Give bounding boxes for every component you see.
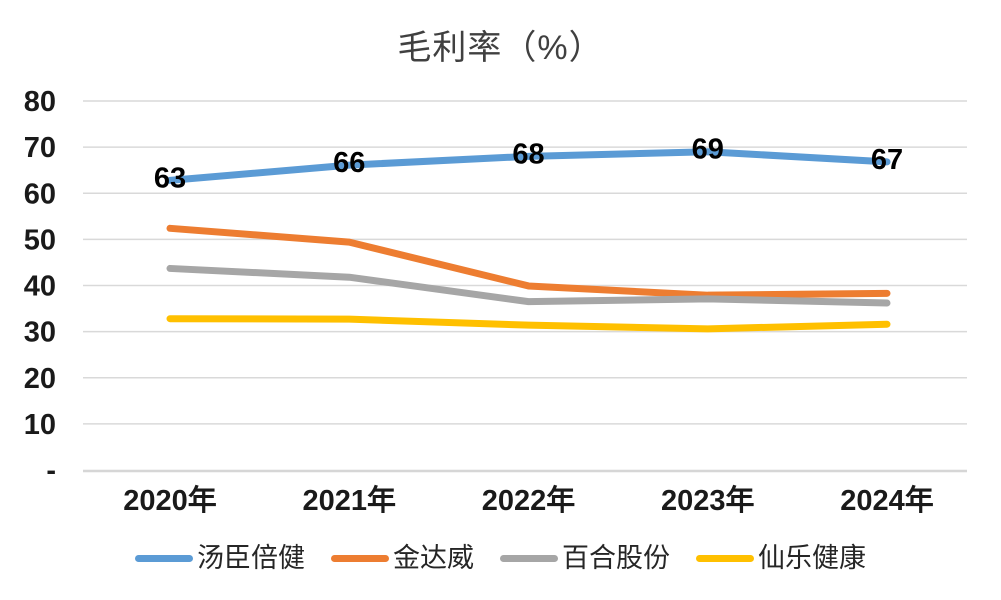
- series-color-swatch-icon: [135, 554, 193, 562]
- legend-item-xianle-jiankang: 仙乐健康: [696, 542, 866, 574]
- data-label: 63: [154, 162, 186, 194]
- legend-label: 汤臣倍健: [197, 543, 305, 573]
- series-line-金达威: [166, 224, 891, 299]
- x-axis-tick-label: 2023年: [661, 483, 755, 517]
- y-axis-tick-label: -: [46, 455, 56, 487]
- y-axis-tick-label: 80: [24, 86, 56, 118]
- series-color-swatch-icon: [500, 554, 558, 562]
- x-axis-tick-label: 2020年: [123, 483, 217, 517]
- x-axis-tick-label: 2022年: [482, 483, 576, 517]
- y-axis-tick-label: 20: [24, 363, 56, 395]
- data-label: 69: [692, 134, 724, 166]
- series-line-汤臣倍健: [166, 148, 891, 184]
- y-axis-tick-label: 70: [24, 132, 56, 164]
- chart-title: 毛利率（%）: [397, 29, 604, 67]
- y-axis-tick-label: 50: [24, 224, 56, 256]
- data-label: 68: [512, 138, 544, 170]
- legend-label: 仙乐健康: [758, 543, 866, 573]
- legend-item-tangchen-beijian: 汤臣倍健: [135, 542, 305, 574]
- data-label: 66: [333, 147, 365, 179]
- x-axis-tick-label: 2024年: [840, 483, 934, 517]
- data-label: 67: [871, 144, 903, 176]
- y-axis-tick-label: 10: [24, 409, 56, 441]
- legend-item-jindawei: 金达威: [331, 542, 474, 574]
- series-color-swatch-icon: [696, 554, 754, 562]
- x-axis-tick-label: 2021年: [302, 483, 396, 517]
- legend-label: 金达威: [393, 543, 474, 573]
- y-axis-tick-label: 30: [24, 317, 56, 349]
- series-line-百合股份: [166, 264, 891, 307]
- legend-item-baihe-gufen: 百合股份: [500, 542, 670, 574]
- series-line-仙乐健康: [166, 315, 891, 333]
- y-axis-tick-label: 40: [24, 271, 56, 303]
- legend-label: 百合股份: [562, 543, 670, 573]
- y-axis-tick-label: 60: [24, 178, 56, 210]
- chart-legend: 汤臣倍健 金达威 百合股份 仙乐健康: [0, 542, 1001, 574]
- series-color-swatch-icon: [331, 554, 389, 562]
